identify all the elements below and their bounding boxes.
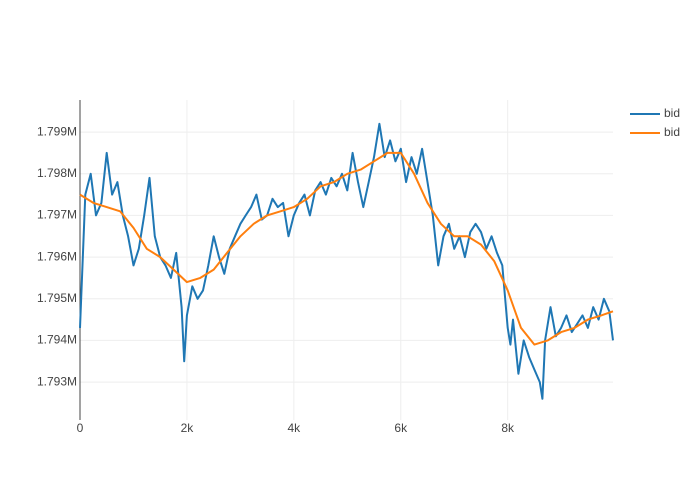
x-tick-label: 0	[77, 421, 84, 435]
line-series	[79, 122, 614, 400]
line-series	[79, 151, 614, 346]
y-tick-label: 1.794M	[37, 333, 77, 347]
legend-label: bid	[664, 125, 680, 139]
y-tick-label: 1.797M	[37, 208, 77, 222]
y-tick-label: 1.798M	[37, 166, 77, 180]
y-tick-label: 1.795M	[37, 291, 77, 305]
y-tick-label: 1.793M	[37, 374, 77, 388]
x-tick-label: 4k	[287, 421, 301, 435]
x-tick-label: 2k	[181, 421, 195, 435]
y-tick-label: 1.796M	[37, 249, 77, 263]
y-tick-label: 1.799M	[37, 124, 77, 138]
x-tick-label: 6k	[394, 421, 408, 435]
x-tick-label: 8k	[501, 421, 515, 435]
legend-label: bid	[664, 106, 680, 120]
